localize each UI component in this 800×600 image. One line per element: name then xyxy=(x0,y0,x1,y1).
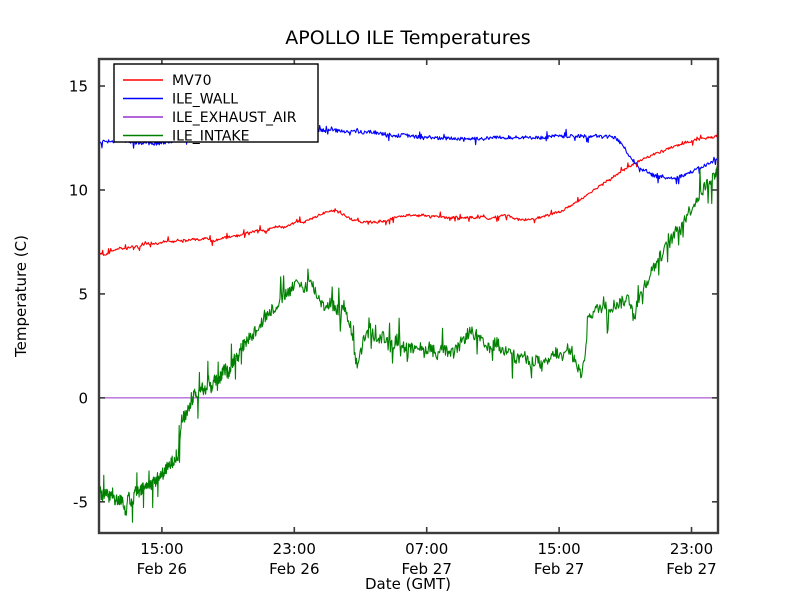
y-tick-label: 5 xyxy=(78,285,88,303)
legend-label-mv70: MV70 xyxy=(172,73,211,89)
x-tick-label-date: Feb 27 xyxy=(401,560,451,578)
y-tick-label: 10 xyxy=(69,181,88,199)
legend-label-ile-intake: ILE_INTAKE xyxy=(172,129,249,145)
y-axis-ticks: -5 0 5 10 15 xyxy=(69,78,718,511)
x-tick-label-date: Feb 27 xyxy=(666,560,716,578)
x-tick-label-time: 23:00 xyxy=(670,540,713,558)
plot-border xyxy=(97,57,720,535)
y-axis-label: Temperature (C) xyxy=(12,235,30,358)
x-tick-label-time: 23:00 xyxy=(273,540,316,558)
x-tick-label-time: 15:00 xyxy=(140,540,183,558)
x-tick-label-date: Feb 27 xyxy=(534,560,584,578)
legend-label-ile-wall: ILE_WALL xyxy=(172,92,238,108)
x-tick-label-date: Feb 26 xyxy=(269,560,319,578)
series-line-ile-intake xyxy=(98,166,719,523)
x-axis-ticks: 15:00 Feb 26 23:00 Feb 26 07:00 Feb 27 15:00 Fe… xyxy=(137,59,717,578)
series-line-mv70 xyxy=(98,133,719,256)
legend-frame xyxy=(113,63,319,143)
y-tick-label: -5 xyxy=(73,493,88,511)
x-tick-label-time: 07:00 xyxy=(405,540,448,558)
x-axis-label: Date (GMT) xyxy=(365,575,451,593)
y-tick-label: 15 xyxy=(69,78,88,96)
x-tick-label-date: Feb 26 xyxy=(137,560,187,578)
legend-label-ile-exhaust-air: ILE_EXHAUST_AIR xyxy=(172,110,297,126)
chart-title: APOLLO ILE Temperatures xyxy=(285,27,530,49)
x-tick-label-time: 15:00 xyxy=(537,540,580,558)
y-tick-label: 0 xyxy=(78,389,88,407)
chart-legend: MV70 ILE_WALL ILE_EXHAUST_AIR ILE_INTAKE xyxy=(113,63,319,145)
series-group xyxy=(98,120,719,523)
